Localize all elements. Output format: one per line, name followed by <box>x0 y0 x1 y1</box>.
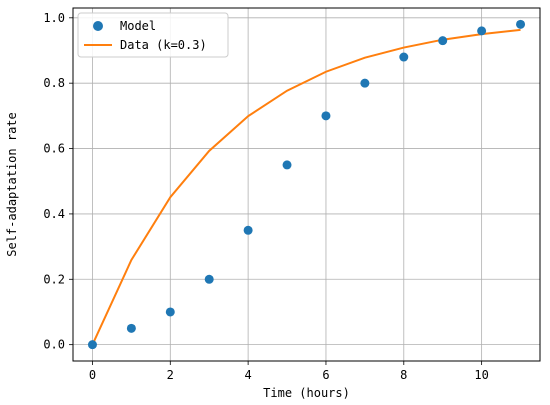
x-tick-label: 6 <box>322 368 329 382</box>
legend-label-data: Data (k=0.3) <box>120 38 207 52</box>
x-tick-label: 2 <box>167 368 174 382</box>
x-tick-label: 0 <box>89 368 96 382</box>
x-tick-label: 8 <box>400 368 407 382</box>
y-tick-label: 0.0 <box>43 338 65 352</box>
plot-frame <box>72 7 541 362</box>
y-tick-label: 1.0 <box>43 11 65 25</box>
model-point <box>477 26 487 36</box>
x-tick-label: 10 <box>474 368 488 382</box>
model-point <box>399 52 409 62</box>
legend-box <box>77 12 229 58</box>
model-point <box>243 225 253 235</box>
legend-label-model: Model <box>120 19 156 33</box>
model-point <box>87 340 97 350</box>
y-axis-label: Self-adaptation rate <box>5 112 19 257</box>
x-tick-label: 4 <box>245 368 252 382</box>
model-point <box>321 111 331 121</box>
model-point <box>165 307 175 317</box>
model-point <box>516 19 526 29</box>
model-point <box>438 36 448 46</box>
ticks: 0 2 4 6 8 10 0.0 0.2 0.4 0.6 0.8 1.0 <box>43 11 489 382</box>
model-point <box>282 160 292 170</box>
y-tick-label: 0.4 <box>43 207 65 221</box>
model-point <box>204 274 214 284</box>
model-point <box>126 323 136 333</box>
data-series-line <box>91 28 521 346</box>
legend: Model Data (k=0.3) <box>77 12 229 58</box>
x-axis-label: Time (hours) <box>263 386 350 400</box>
model-point <box>360 78 370 88</box>
y-tick-label: 0.8 <box>43 76 65 90</box>
legend-marker-model <box>93 21 103 31</box>
y-tick-label: 0.6 <box>43 142 65 156</box>
y-tick-label: 0.2 <box>43 272 65 286</box>
series-layer <box>87 19 526 350</box>
grid <box>73 8 540 361</box>
